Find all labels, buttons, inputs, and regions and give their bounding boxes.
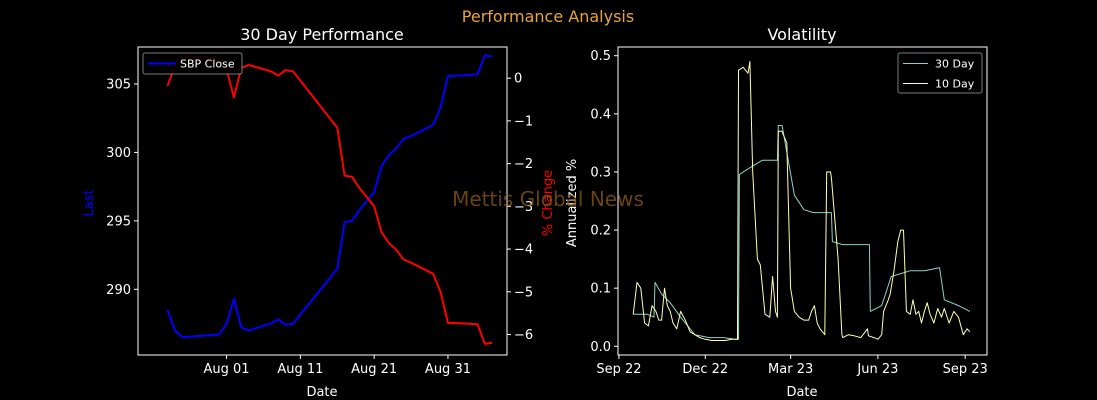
performance-chart: 30 Day Performance Aug 01 Aug 11 Aug 21 Aug… [82,25,556,400]
y2-tick-label: 0 [514,72,522,87]
y-tick-label: 290 [106,283,131,298]
figure-suptitle: Performance Analysis [462,7,634,26]
performance-lines [166,54,493,345]
volatility-x-axis-label: Date [786,385,817,400]
volatility-plot-frame [617,46,988,356]
y-tick-label: 0.4 [590,107,611,122]
x-tick-label: Dec 22 [682,362,728,377]
volatility-legend: 30 Day 10 Day [897,52,983,94]
performance-y-ticks: 290 295 300 305 [106,77,138,298]
y-tick-label: 300 [106,146,131,161]
volatility-x-ticks: Sep 22 Dec 22 Mar 23 Jun 23 Sep 23 [596,355,988,377]
performance-x-ticks: Aug 01 Aug 11 Aug 21 Aug 31 [204,355,471,377]
y2-tick-label: −5 [514,285,533,300]
performance-legend-box [142,52,243,75]
y-tick-label: 0.5 [590,49,611,64]
x-tick-label: Jun 23 [856,362,898,377]
performance-y2-ticks: 0 −1 −2 −3 −4 −5 −6 [507,72,533,343]
y-tick-label: 0.2 [590,224,611,239]
volatility-legend-entry-10: 10 Day [935,78,975,91]
volatility-y-axis-label: Annualized % [565,159,580,247]
performance-legend-entry: SBP Close [180,58,235,71]
y-tick-label: 0.1 [590,282,611,297]
y2-tick-label: −1 [514,114,533,129]
y2-tick-label: −2 [514,157,533,172]
y-tick-label: 0.0 [590,340,611,355]
x-tick-label: Sep 22 [596,362,641,377]
watermark: Mettis Global News [452,187,644,211]
y2-tick-label: −4 [514,243,533,258]
y2-tick-label: −6 [514,328,533,343]
performance-y2-axis-label: % Change [541,170,556,236]
performance-x-axis-label: Date [306,385,337,400]
x-tick-label: Sep 23 [943,362,988,377]
volatility-chart-title: Volatility [767,25,836,44]
x-tick-label: Aug 21 [351,362,397,377]
series-line-p-0 [166,54,493,339]
series-line-v-1 [632,61,971,341]
volatility-y-ticks: 0.0 0.1 0.2 0.3 0.4 0.5 [590,49,618,355]
y-tick-label: 0.3 [590,165,611,180]
volatility-legend-entry-30: 30 Day [935,58,975,71]
y-tick-label: 295 [106,214,131,229]
performance-legend: SBP Close [142,52,243,75]
performance-plot-frame [137,46,508,356]
x-tick-label: Aug 01 [204,362,250,377]
x-tick-label: Mar 23 [768,362,813,377]
y2-tick-label: −3 [514,200,533,215]
volatility-lines [632,61,971,341]
x-tick-label: Aug 11 [277,362,323,377]
performance-chart-title: 30 Day Performance [240,25,404,44]
performance-y-axis-label: Last [82,189,97,216]
x-tick-label: Aug 31 [425,362,471,377]
volatility-chart: Volatility Sep 22 Dec 22 Mar 23 Jun 23 Sep 2… [565,25,988,400]
y-tick-label: 305 [106,77,131,92]
series-line-p-1 [166,55,493,345]
